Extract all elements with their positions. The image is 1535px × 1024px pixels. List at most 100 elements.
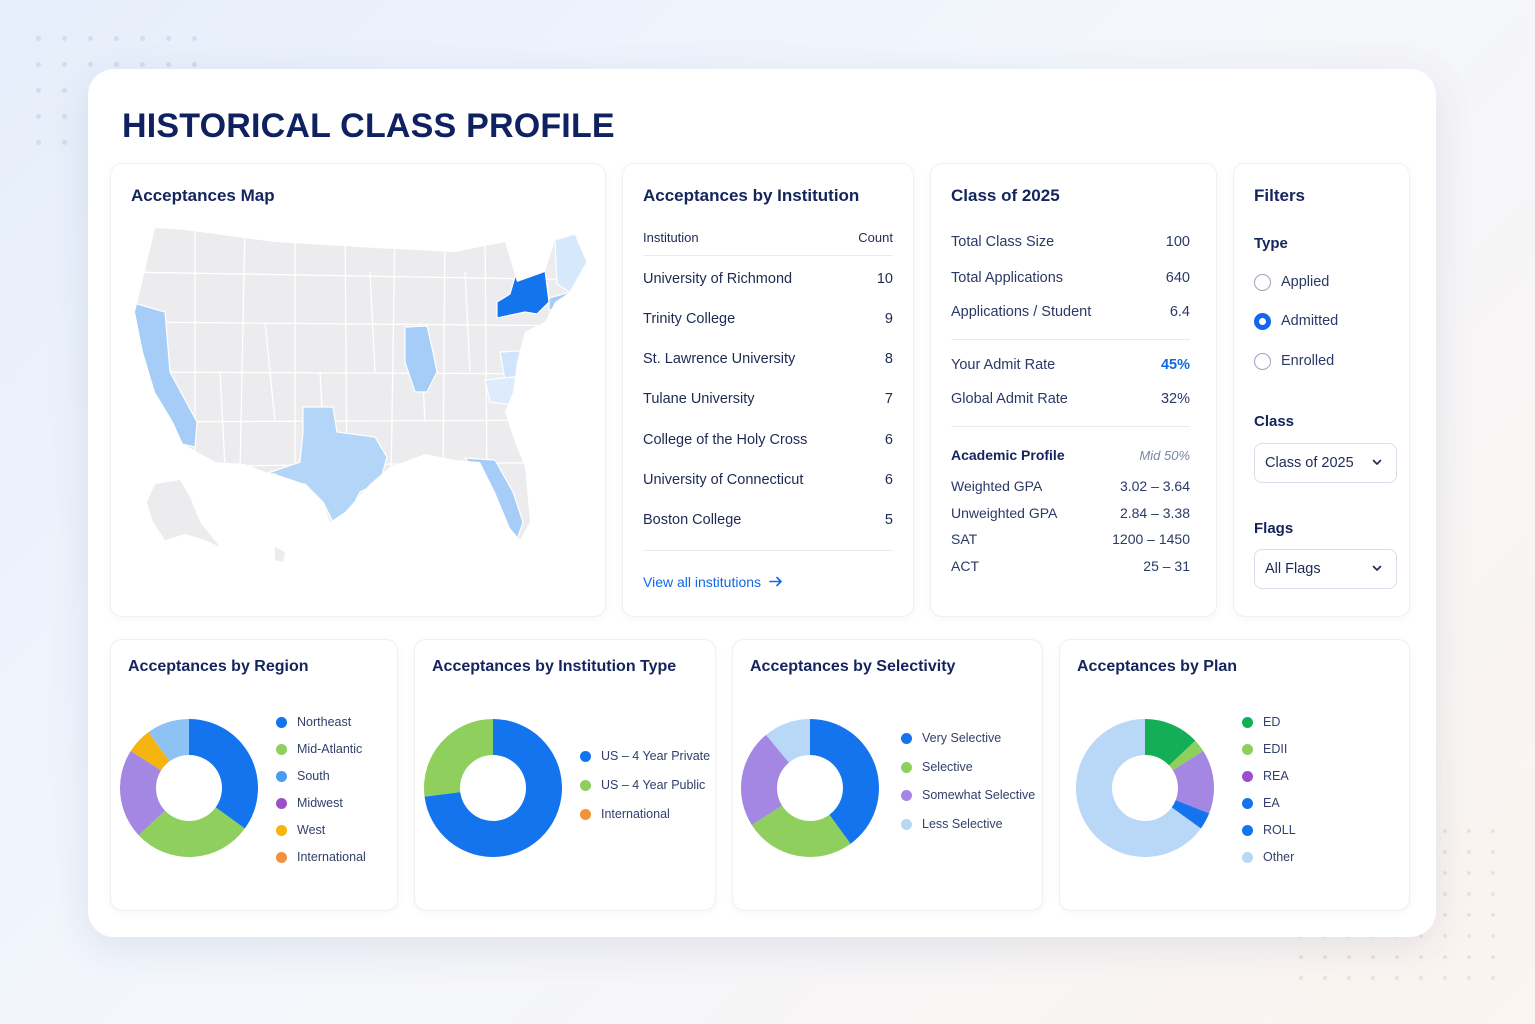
legend-swatch [276, 825, 287, 836]
legend-swatch [901, 761, 912, 773]
legend-label: Less Selective [922, 816, 1003, 831]
column-header-count: Count [858, 230, 893, 245]
panel-title: Acceptances by Plan [1077, 658, 1238, 675]
state-virginia [499, 349, 541, 381]
institution-type-donut-chart [424, 719, 562, 857]
legend-swatch [580, 751, 591, 762]
donut-slice-us-4-year-private[interactable] [424, 719, 562, 857]
radio-label: Enrolled [1281, 353, 1335, 369]
stat-label: Weighted GPA [951, 478, 1043, 494]
stat-act: ACT 25 – 31 [951, 558, 1190, 578]
legend-swatch [276, 744, 287, 755]
institution-count: 7 [884, 391, 893, 407]
us-map [135, 228, 587, 562]
stat-label: Total Class Size [951, 234, 1055, 250]
legend-label: Other [1263, 850, 1295, 864]
divider [951, 426, 1190, 427]
legend-label: Mid-Atlantic [297, 742, 363, 756]
institution-name: Boston College [643, 512, 742, 528]
state-illinois [404, 325, 438, 393]
dashboard-card: HISTORICAL CLASS PROFILE Acceptances Map [88, 69, 1436, 937]
donut-slice-edii[interactable] [1169, 740, 1204, 771]
institution-name: University of Richmond [643, 271, 793, 287]
donut-slice-very-selective[interactable] [810, 719, 879, 844]
legend-swatch [901, 790, 912, 801]
legend-swatch [901, 818, 912, 830]
legend-label: US – 4 Year Private [601, 749, 711, 763]
panel-title: Acceptances by Institution Type [432, 658, 677, 675]
table-row[interactable]: University of Connecticut 6 [643, 472, 893, 496]
donut-slice-midwest[interactable] [120, 751, 165, 836]
legend-swatch [580, 809, 591, 820]
legend-swatch [276, 717, 287, 728]
legend-label: EA [1263, 796, 1280, 810]
stat-total-applications: Total Applications 640 [951, 270, 1190, 290]
legend-swatch [1242, 744, 1253, 755]
legend-label: US – 4 Year Public [601, 778, 706, 792]
donut-slice-less-selective[interactable] [766, 719, 810, 763]
legend-swatch [1242, 717, 1253, 728]
table-row[interactable]: College of the Holy Cross 6 [643, 432, 893, 456]
donut-slice-selective[interactable] [751, 805, 851, 857]
legend-label: EDII [1263, 742, 1288, 756]
stat-label: Unweighted GPA [951, 505, 1058, 521]
legend-swatch [901, 733, 912, 744]
flags-label: Flags [1254, 520, 1294, 537]
plan-donut-chart [1076, 719, 1214, 857]
stat-value: 32% [1160, 391, 1190, 407]
stat-value: 45% [1160, 357, 1190, 373]
stat-value: 100 [1165, 234, 1190, 250]
donut-slice-us-4-year-public[interactable] [424, 719, 493, 797]
institution-count: 6 [884, 432, 893, 448]
type-label: Type [1254, 235, 1288, 252]
donut-slice-mid-atlantic[interactable] [138, 807, 245, 857]
donut-slice-ed[interactable] [1145, 719, 1196, 766]
table-row[interactable]: Tulane University 7 [643, 391, 893, 415]
panel-title: Acceptances by Region [128, 658, 309, 675]
donut-slice-roll[interactable] [1171, 800, 1210, 829]
donut-slice-west[interactable] [130, 732, 170, 771]
academic-profile-title: Academic Profile [951, 447, 1065, 463]
filters-panel: Filters Type Applied Admitted Enrolled C… [1233, 163, 1410, 617]
panel-title: Acceptances by Selectivity [750, 658, 956, 675]
stat-weighted-gpa: Weighted GPA 3.02 – 3.64 [951, 478, 1190, 498]
institution-name: College of the Holy Cross [643, 432, 808, 448]
donut-slice-northeast[interactable] [189, 719, 258, 829]
legend-label: ROLL [1263, 823, 1296, 837]
donut-slice-somewhat-selective[interactable] [741, 734, 789, 825]
panel-title: Class of 2025 [951, 186, 1060, 205]
page-title: HISTORICAL CLASS PROFILE [122, 107, 615, 145]
state-hawaii [275, 547, 285, 562]
stat-label: Your Admit Rate [951, 357, 1056, 373]
legend-label: South [297, 769, 330, 783]
state-north-carolina [484, 373, 541, 408]
donut-slice-other[interactable] [1076, 719, 1201, 857]
class-label: Class [1254, 413, 1295, 430]
state-new-york [496, 261, 550, 319]
acceptances-by-selectivity-panel: Acceptances by Selectivity Very Selectiv… [732, 639, 1043, 911]
flags-select[interactable]: All Flags [1254, 549, 1397, 589]
legend-label: International [297, 850, 366, 864]
donut-slice-international[interactable] [148, 719, 189, 762]
legend-swatch [1242, 771, 1253, 782]
stat-sat: SAT 1200 – 1450 [951, 531, 1190, 551]
legend-label: Somewhat Selective [922, 788, 1036, 802]
selectivity-donut-chart [741, 719, 879, 857]
table-row[interactable]: Trinity College 9 [643, 311, 893, 335]
donut-slice-rea[interactable] [1172, 751, 1214, 814]
stat-unweighted-gpa: Unweighted GPA 2.84 – 3.38 [951, 505, 1190, 525]
legend-swatch [1242, 798, 1253, 809]
stat-value: 1200 – 1450 [1112, 531, 1190, 547]
column-header-institution: Institution [643, 230, 699, 245]
stat-value: 640 [1165, 270, 1190, 286]
table-row[interactable]: Boston College 5 [643, 512, 893, 536]
legend-label: Selective [922, 759, 973, 774]
radio-circle [1254, 353, 1271, 370]
table-row[interactable]: University of Richmond 10 [643, 271, 893, 295]
view-all-institutions-link[interactable]: View all institutions [643, 574, 783, 590]
table-row[interactable]: St. Lawrence University 8 [643, 351, 893, 375]
class-profile-panel: Class of 2025 Total Class Size 100 Total… [930, 163, 1217, 617]
region-donut-chart [120, 719, 258, 857]
class-select[interactable]: Class of 2025 [1254, 443, 1397, 483]
legend-swatch [1242, 852, 1253, 863]
